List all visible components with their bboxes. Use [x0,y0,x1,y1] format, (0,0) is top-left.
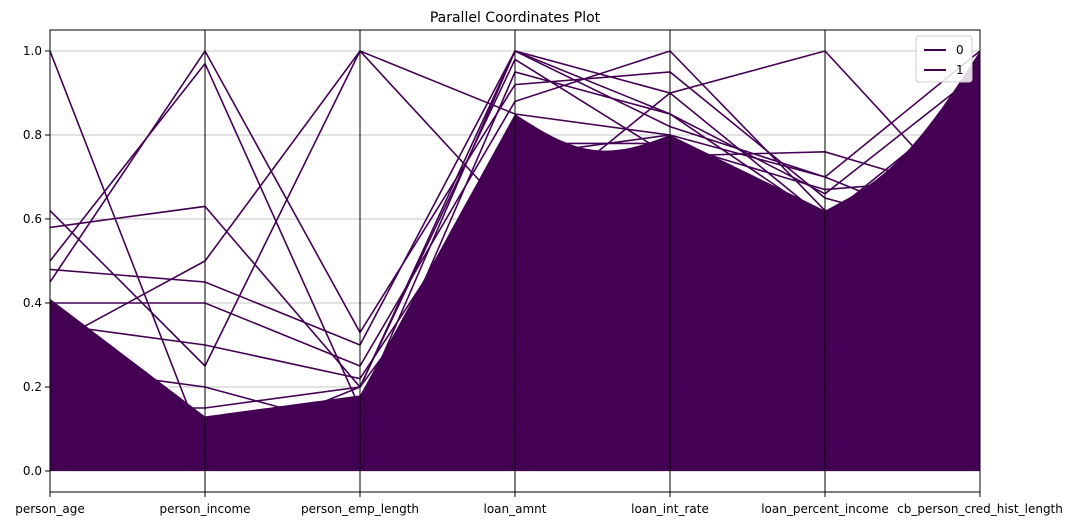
legend: 01 [915,35,973,83]
x-tick-label: person_age [15,502,85,516]
y-tick-label: 0.2 [23,380,42,394]
x-tick-label: loan_amnt [484,502,547,516]
x-tick-label: person_income [159,502,250,516]
x-tick-label: person_emp_length [301,502,419,516]
chart-title: Parallel Coordinates Plot [430,10,601,26]
y-ticks-layer: 0.0 0.2 0.4 0.6 0.8 1.0 [23,44,50,478]
x-tick-label: cb_person_cred_hist_length [897,502,1063,516]
legend-label: 0 [956,43,964,57]
plot-frame [49,29,981,493]
y-tick-label: 0.4 [23,296,42,310]
y-tick-label: 0.0 [23,464,42,478]
x-ticks-layer: person_age person_income person_emp_length… [15,492,1063,516]
y-tick-label: 1.0 [23,44,42,58]
y-tick-label: 0.8 [23,128,42,142]
x-tick-label: loan_int_rate [631,502,709,516]
y-tick-label: 0.6 [23,212,42,226]
x-tick-label: loan_percent_income [761,502,889,516]
legend-label: 1 [956,63,964,77]
